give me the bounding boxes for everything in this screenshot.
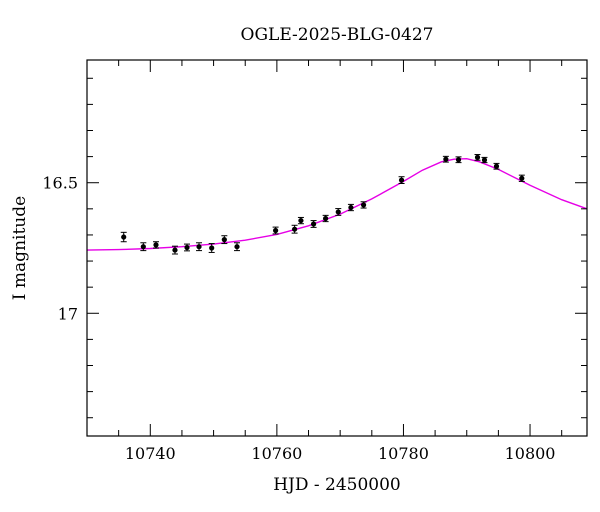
data-marker bbox=[172, 247, 178, 253]
data-point bbox=[272, 226, 279, 235]
data-point bbox=[493, 162, 500, 170]
data-point bbox=[140, 242, 147, 252]
x-axis-label: HJD - 2450000 bbox=[273, 475, 401, 495]
y-axis: 16.5 17 bbox=[42, 77, 587, 419]
data-marker bbox=[153, 242, 159, 248]
plot-frame bbox=[86, 59, 588, 437]
data-marker bbox=[481, 157, 488, 163]
data-point bbox=[335, 208, 342, 216]
data-marker bbox=[335, 209, 341, 215]
data-point bbox=[196, 242, 203, 252]
y-tick-label: 17 bbox=[58, 304, 78, 323]
data-marker bbox=[196, 244, 202, 250]
data-point bbox=[310, 220, 317, 228]
data-point bbox=[360, 201, 367, 209]
x-tick-label: 10800 bbox=[505, 444, 556, 463]
data-marker bbox=[348, 204, 354, 211]
x-tick-label: 10760 bbox=[251, 444, 302, 463]
data-point bbox=[234, 242, 240, 252]
data-marker bbox=[209, 245, 215, 251]
data-point bbox=[297, 216, 304, 225]
data-point bbox=[120, 231, 127, 243]
x-tick-label: 10740 bbox=[125, 444, 176, 463]
data-point bbox=[481, 156, 488, 164]
data-point bbox=[518, 174, 525, 182]
data-marker bbox=[291, 226, 298, 232]
data-marker bbox=[298, 217, 304, 224]
data-marker bbox=[360, 202, 367, 208]
data-marker bbox=[121, 234, 127, 240]
data-point bbox=[442, 155, 449, 163]
data-point bbox=[398, 176, 405, 185]
data-point bbox=[291, 224, 298, 234]
data-point bbox=[322, 214, 329, 223]
data-point bbox=[347, 203, 354, 212]
data-marker bbox=[140, 244, 146, 250]
data-marker bbox=[184, 244, 190, 251]
data-marker bbox=[221, 237, 227, 243]
x-tick-label: 10780 bbox=[378, 444, 429, 463]
data-point bbox=[455, 156, 462, 164]
y-axis-label: I magnitude bbox=[10, 196, 30, 300]
data-point bbox=[171, 245, 178, 255]
data-point bbox=[221, 235, 228, 245]
data-marker bbox=[443, 156, 449, 162]
model-curve bbox=[86, 157, 588, 251]
data-marker bbox=[519, 175, 525, 181]
plot-area bbox=[86, 154, 588, 255]
data-marker bbox=[398, 177, 405, 183]
data-marker bbox=[474, 154, 481, 160]
data-point bbox=[208, 243, 215, 253]
x-axis: 10740 10760 10780 10800 bbox=[86, 60, 563, 463]
data-marker bbox=[455, 157, 462, 163]
data-marker bbox=[493, 163, 500, 169]
data-marker bbox=[310, 221, 317, 227]
y-tick-label: 16.5 bbox=[42, 174, 78, 193]
data-point bbox=[474, 154, 481, 161]
data-marker bbox=[234, 244, 240, 250]
data-point bbox=[184, 243, 190, 252]
data-marker bbox=[323, 215, 329, 222]
data-marker bbox=[273, 227, 279, 234]
data-point bbox=[152, 241, 159, 249]
chart-title: OGLE-2025-BLG-0427 bbox=[241, 25, 434, 45]
